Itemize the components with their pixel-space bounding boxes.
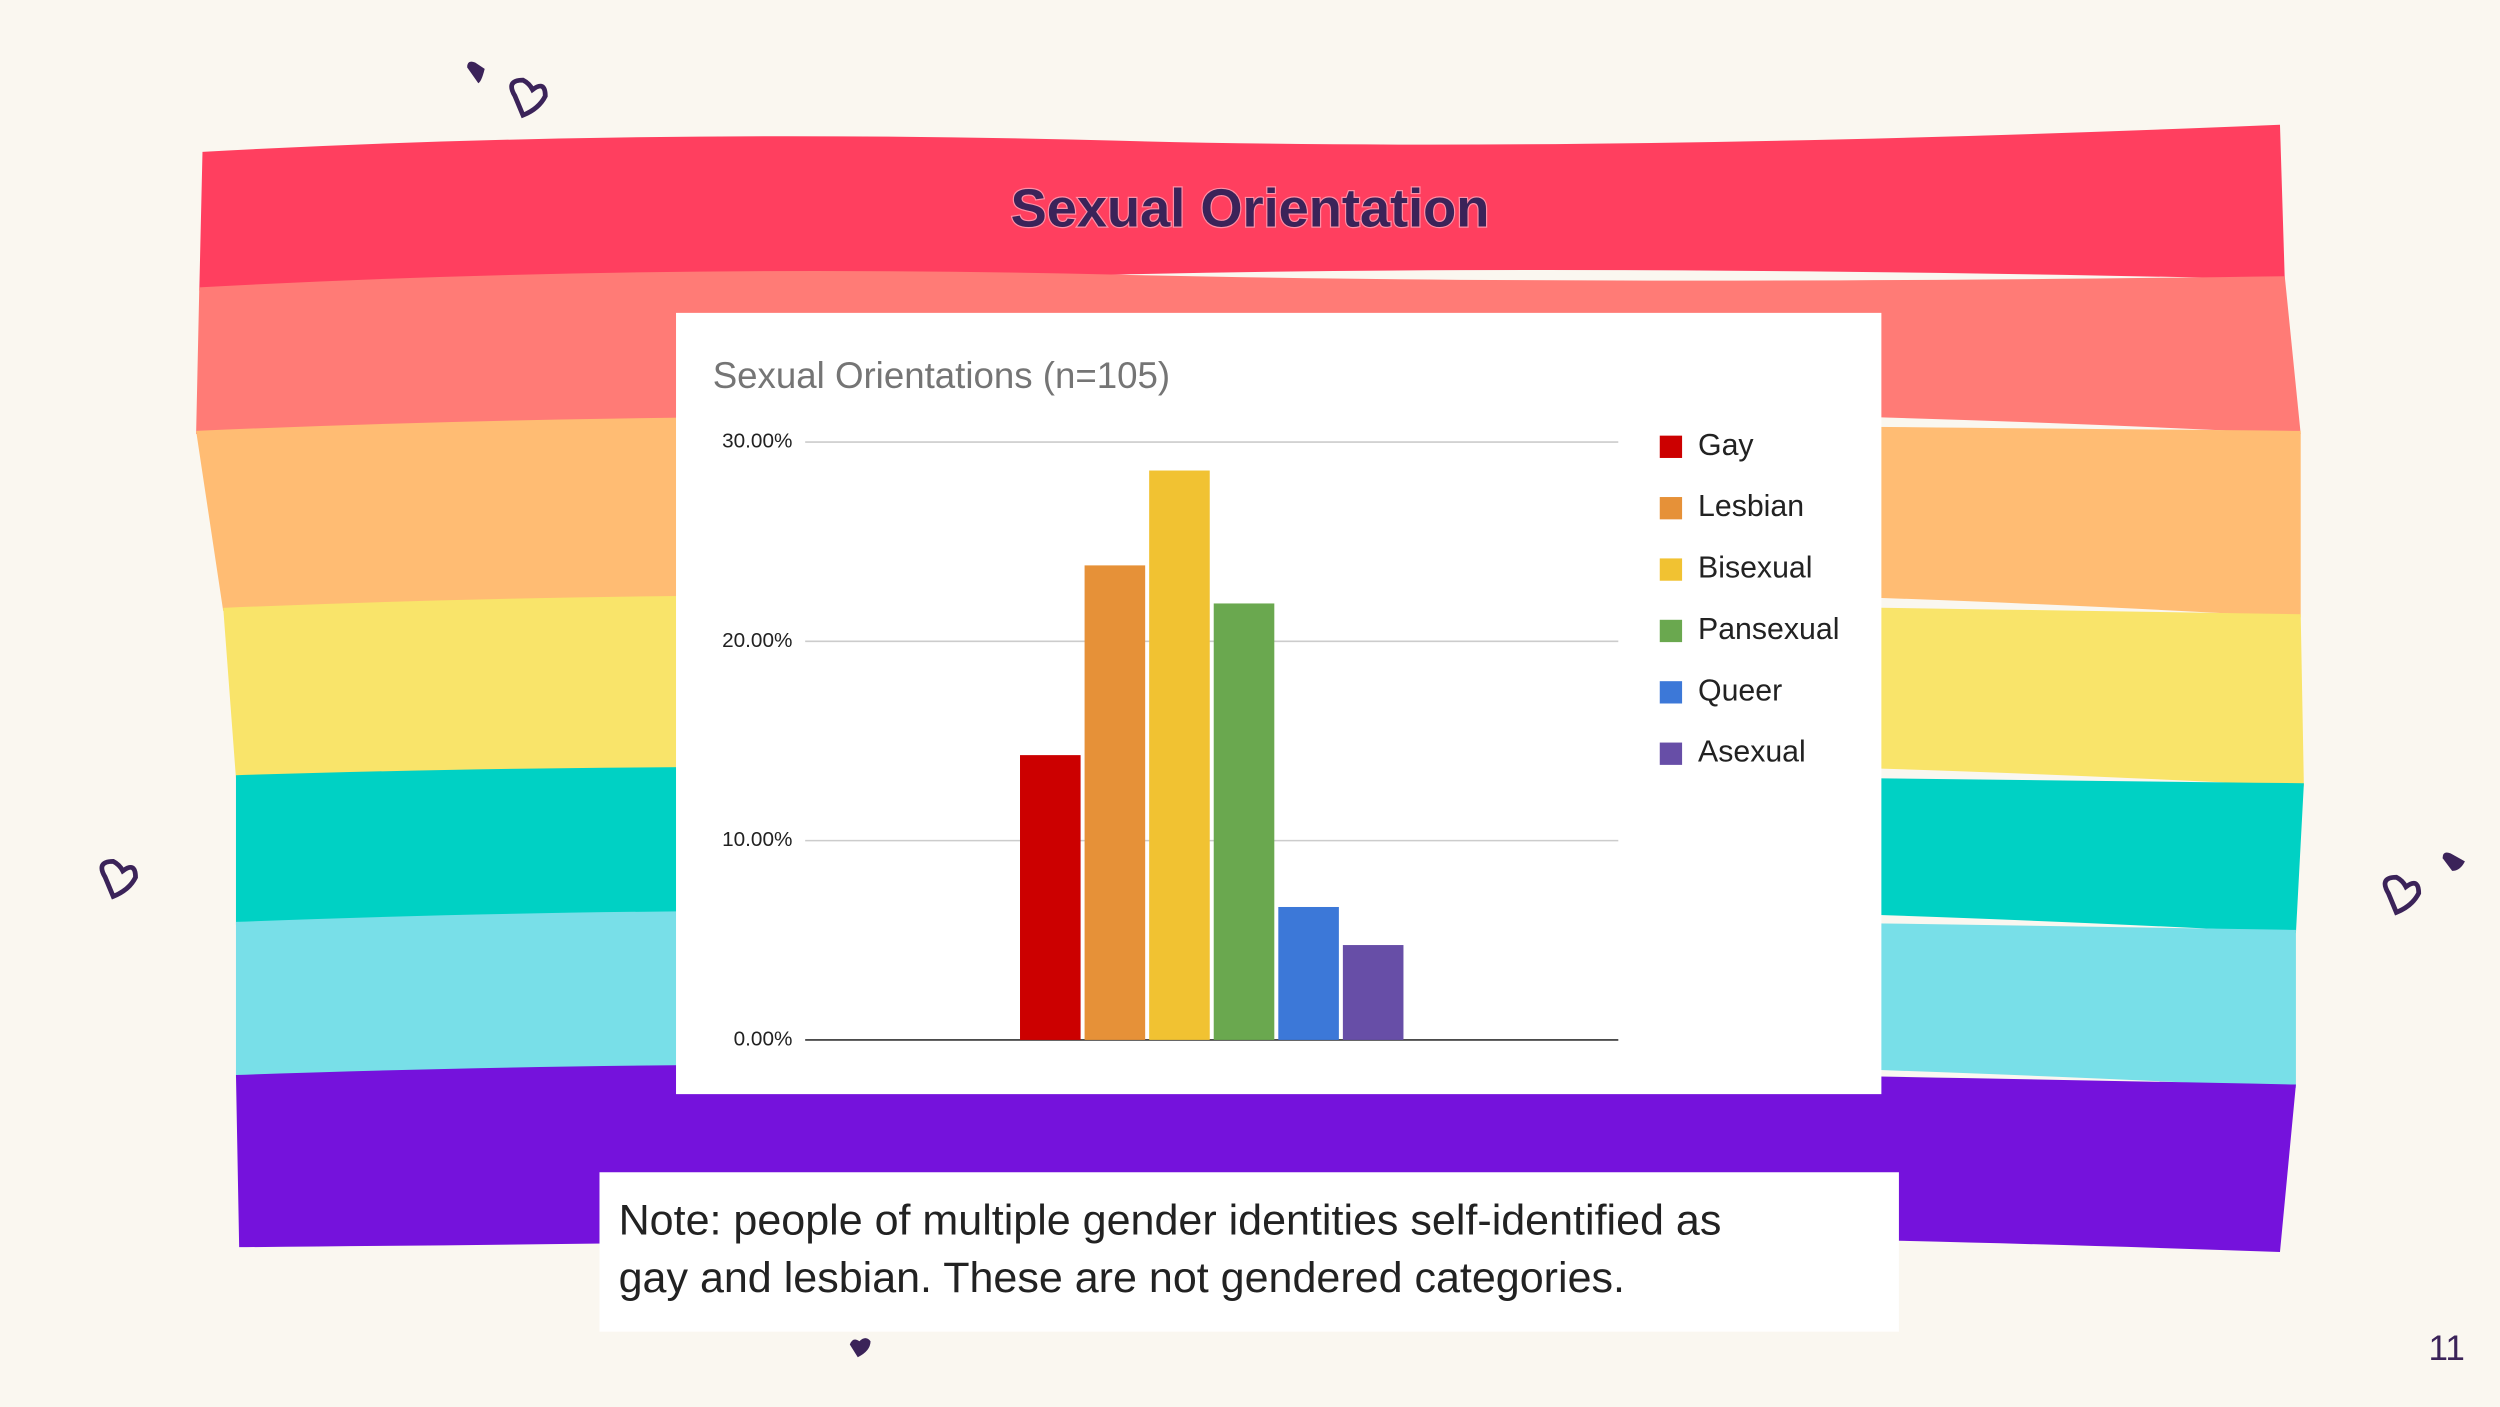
slide-title: Sexual Orientation: [1011, 179, 1490, 239]
bar: [1084, 565, 1146, 1040]
legend-swatch: [1659, 681, 1683, 704]
legend-label: Queer: [1698, 674, 1782, 707]
note-box: [599, 1172, 1899, 1332]
y-tick-label: 10.00%: [722, 828, 792, 851]
legend-label: Gay: [1698, 429, 1754, 462]
y-tick-label: 0.00%: [734, 1027, 793, 1050]
legend-label: Pansexual: [1698, 613, 1839, 646]
bar: [1342, 945, 1404, 1040]
bar: [1020, 755, 1081, 1040]
y-tick-label: 20.00%: [722, 629, 792, 652]
chart: 0.00% 10.00% 20.00% 30.00% Gay Lesbian Bisexua…: [722, 429, 1839, 1051]
legend-swatch: [1659, 742, 1683, 765]
legend-label: Lesbian: [1698, 490, 1804, 523]
legend-swatch: [1659, 558, 1683, 581]
hearts: [99, 77, 2422, 916]
legend-swatch: [1659, 435, 1683, 458]
bar: [1278, 906, 1339, 1040]
note-line: Note: people of multiple gender identiti…: [619, 1197, 1722, 1245]
filled-hearts: [467, 61, 2465, 1358]
page-number: 11: [2429, 1329, 2465, 1368]
y-tick-label: 30.00%: [722, 429, 792, 452]
legend-swatch: [1659, 619, 1683, 643]
legend-label: Asexual: [1698, 736, 1806, 769]
chart-title: Sexual Orientations (n=105): [713, 355, 1170, 396]
bar: [1149, 470, 1210, 1040]
legend-swatch: [1659, 497, 1683, 520]
bar: [1213, 603, 1275, 1040]
note-line: gay and lesbian. These are not gendered …: [619, 1254, 1625, 1302]
legend-label: Bisexual: [1698, 552, 1812, 585]
